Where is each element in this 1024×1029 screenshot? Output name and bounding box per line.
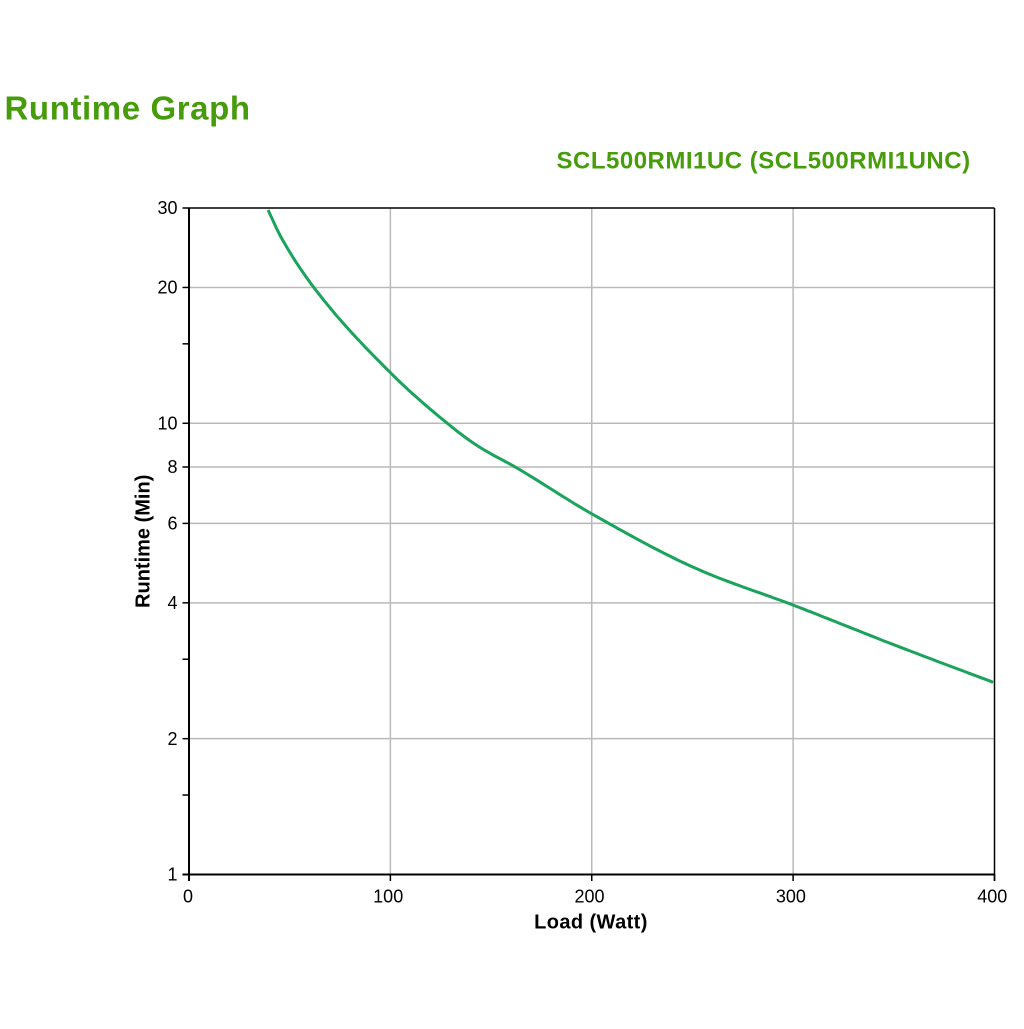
svg-text:10: 10 bbox=[157, 413, 177, 433]
svg-text:1: 1 bbox=[167, 865, 177, 885]
svg-text:SCL500RMI1UC (SCL500RMI1UNC): SCL500RMI1UC (SCL500RMI1UNC) bbox=[557, 148, 971, 175]
svg-text:30: 30 bbox=[157, 198, 177, 218]
svg-text:200: 200 bbox=[574, 887, 604, 907]
svg-text:Load (Watt): Load (Watt) bbox=[534, 912, 648, 934]
svg-text:Runtime (Min): Runtime (Min) bbox=[133, 475, 155, 608]
svg-text:6: 6 bbox=[167, 514, 177, 534]
svg-text:4: 4 bbox=[167, 593, 177, 613]
svg-text:400: 400 bbox=[977, 887, 1007, 907]
svg-text:0: 0 bbox=[183, 887, 193, 907]
svg-text:300: 300 bbox=[776, 887, 806, 907]
svg-text:100: 100 bbox=[373, 887, 403, 907]
svg-text:2: 2 bbox=[167, 729, 177, 749]
svg-text:8: 8 bbox=[167, 457, 177, 477]
svg-text:20: 20 bbox=[157, 278, 177, 298]
svg-text:Runtime Graph: Runtime Graph bbox=[5, 90, 251, 127]
